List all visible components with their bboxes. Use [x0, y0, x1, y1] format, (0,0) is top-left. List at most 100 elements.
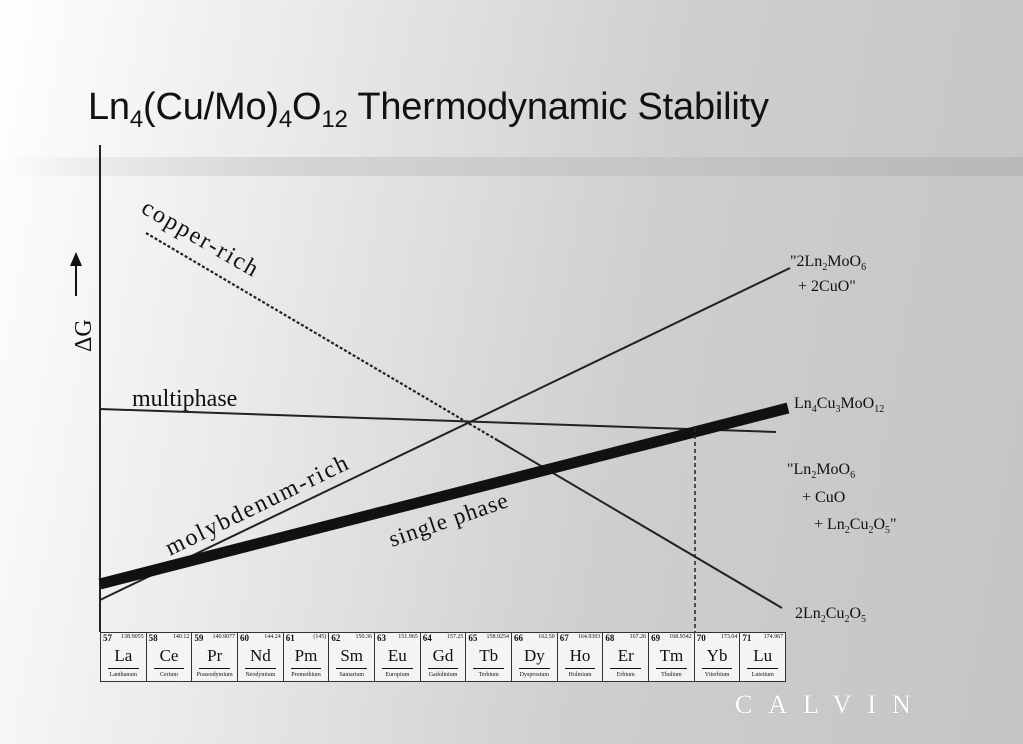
atomic-mass: (145): [313, 634, 327, 640]
element-symbol: Tm: [659, 646, 684, 665]
atomic-mass: 168.9342: [669, 634, 692, 640]
arrow-head-icon: [70, 252, 82, 266]
calvin-logo: CALVIN: [735, 690, 927, 719]
element-name: Samarium: [339, 672, 365, 678]
atomic-number: 68: [605, 633, 615, 643]
symbol-underline: [336, 668, 368, 669]
copper-rich-dashed-line: [145, 232, 498, 441]
slide-title: Ln4(Cu/Mo)4O12 Thermodynamic Stability: [88, 86, 769, 133]
lanthanide-periodic-row: 57 138.9055 La Lanthanum 58 140.12 Ce Cerium 59 1…: [100, 632, 786, 682]
element-cell-dy: 66 162.50 Dy Dysprosium: [512, 633, 558, 681]
element-symbol: Yb: [706, 646, 728, 665]
element-cell-tb: 65 158.9254 Tb Terbium: [466, 633, 513, 681]
element-cell-pr: 59 140.9077 Pr Praseodymium: [192, 633, 239, 681]
atomic-mass: 138.9055: [121, 634, 144, 640]
y-axis-label: ΔG: [71, 319, 97, 352]
element-name: Lutetium: [751, 672, 774, 678]
atomic-number: 60: [240, 633, 250, 643]
element-cell-eu: 63 151.965 Eu Europium: [375, 633, 421, 681]
element-cell-nd: 60 144.24 Nd Neodymium: [238, 633, 284, 681]
label-ln4cu3moo12: Ln4Cu3MoO12: [794, 395, 884, 415]
header-band: [0, 157, 1023, 176]
element-symbol: Tb: [479, 646, 499, 665]
atomic-number: 63: [377, 633, 387, 643]
element-name: Praseodymium: [196, 672, 233, 678]
atomic-number: 69: [651, 633, 661, 643]
ln4cu3moo12-line: [98, 402, 790, 590]
element-symbol: Pm: [294, 646, 318, 665]
symbol-underline: [610, 668, 642, 669]
element-symbol: Nd: [249, 646, 271, 665]
atomic-number: 59: [194, 633, 204, 643]
symbol-underline: [473, 668, 505, 669]
atomic-mass: 158.9254: [486, 634, 510, 640]
element-name: Cerium: [160, 672, 178, 678]
element-name: Erbium: [616, 672, 635, 678]
symbol-underline: [108, 668, 139, 669]
element-symbol: Dy: [523, 646, 545, 665]
element-cell-lu: 71 174.967 Lu Lutetium: [740, 633, 785, 681]
symbol-underline: [382, 668, 413, 669]
atomic-number: 61: [285, 633, 295, 643]
atomic-mass: 164.9303: [577, 634, 601, 640]
symbol-underline: [427, 668, 459, 669]
cu2o5-line: [496, 439, 783, 609]
symbol-underline: [245, 668, 276, 669]
label-ln2moo6-cuo-ln2cu2o5: "Ln2MoO6 + CuO + Ln2Cu2O5": [787, 461, 897, 536]
symbol-underline: [701, 668, 733, 669]
atomic-mass: 174.967: [763, 634, 784, 640]
element-name: Thulium: [661, 672, 682, 678]
multiphase-label: multiphase: [132, 386, 237, 412]
atomic-number: 58: [148, 633, 158, 643]
element-cell-yb: 70 173.04 Yb Ytterbium: [695, 633, 741, 681]
element-name: Gadolinium: [428, 672, 458, 678]
atomic-number: 70: [696, 633, 706, 643]
element-cell-ce: 58 140.12 Ce Cerium: [147, 633, 193, 681]
atomic-mass: 162.50: [538, 634, 555, 640]
element-name: Dysprosium: [519, 672, 550, 678]
symbol-underline: [290, 668, 322, 669]
element-name: Lanthanum: [109, 672, 137, 678]
symbol-underline: [153, 668, 185, 669]
element-cell-pm: 61 (145) Pm Promethium: [284, 633, 330, 681]
atomic-mass: 173.04: [720, 634, 738, 640]
atomic-mass: 150.36: [355, 634, 373, 640]
element-symbol: Ce: [159, 646, 179, 665]
element-cell-sm: 62 150.36 Sm Samarium: [329, 633, 376, 681]
atomic-number: 57: [103, 633, 112, 643]
symbol-underline: [747, 668, 779, 669]
atomic-number: 65: [468, 633, 478, 643]
multiphase-line: [99, 408, 777, 433]
element-cell-la: 57 138.9055 La Lanthanum: [101, 633, 147, 681]
atomic-number: 71: [742, 633, 752, 643]
atomic-mass: 140.9077: [212, 634, 236, 640]
atomic-number: 62: [331, 633, 341, 643]
label-2ln2moo6-2cuo: "2Ln2MoO6 + 2CuO": [790, 253, 870, 295]
atomic-number: 64: [422, 633, 432, 643]
element-symbol: Gd: [432, 646, 454, 665]
element-name: Terbium: [478, 672, 499, 678]
atomic-mass: 151.965: [398, 634, 418, 640]
symbol-underline: [199, 668, 231, 669]
atomic-mass: 144.24: [264, 634, 281, 640]
symbol-underline: [564, 668, 596, 669]
mo-rich-line: [99, 267, 791, 601]
element-symbol: Er: [617, 646, 634, 665]
symbol-underline: [519, 668, 550, 669]
element-symbol: Pr: [207, 646, 223, 665]
element-symbol: Ho: [569, 646, 591, 665]
atomic-mass: 140.12: [172, 634, 190, 640]
atomic-number: 67: [559, 633, 569, 643]
atomic-mass: 157.25: [446, 634, 464, 640]
atomic-number: 66: [514, 633, 524, 643]
element-name: Ytterbium: [704, 672, 730, 678]
label-2ln2cu2o5: 2Ln2Cu2O5: [795, 605, 866, 625]
element-symbol: Eu: [387, 646, 407, 665]
element-symbol: Sm: [340, 646, 364, 665]
element-symbol: Lu: [753, 646, 773, 665]
element-cell-tm: 69 168.9342 Tm Thulium: [649, 633, 695, 681]
element-symbol: La: [114, 646, 133, 665]
element-cell-er: 68 167.26 Er Erbium: [603, 633, 650, 681]
element-name: Neodymium: [245, 672, 276, 678]
